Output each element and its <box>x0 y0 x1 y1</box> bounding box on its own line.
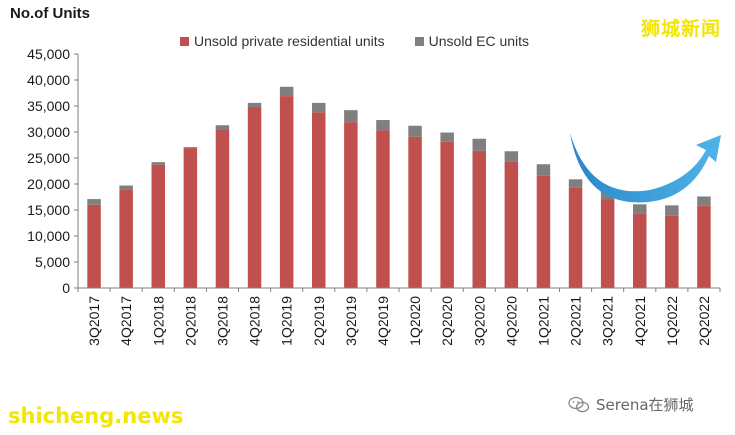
x-axis: 3Q2017 4Q2017 1Q2018 2Q2018 3Q2018 4Q2018 1Q20… <box>77 287 721 346</box>
bar-ec-units <box>247 102 262 108</box>
bars-group <box>87 86 711 289</box>
legend-label-ec: Unsold EC units <box>428 33 530 49</box>
x-tick-label: 1Q2021 <box>535 296 551 346</box>
bar-private-units <box>312 112 326 289</box>
x-tick-label: 3Q2018 <box>214 296 230 346</box>
x-tick-label: 4Q2018 <box>247 296 263 346</box>
x-tick-label: 1Q2022 <box>664 296 680 346</box>
legend-swatch-ec <box>414 36 424 46</box>
legend-item-ec: Unsold EC units <box>414 33 530 49</box>
x-tick-label: 1Q2020 <box>407 296 423 346</box>
y-tick-label: 10,000 <box>27 228 70 244</box>
wechat-attribution: Serena在狮城 <box>568 394 694 415</box>
bar-private-units <box>279 96 294 289</box>
x-tick-label: 3Q2017 <box>86 296 102 346</box>
bar-ec-units <box>151 162 165 165</box>
y-tick-label: 0 <box>62 280 70 296</box>
bar-ec-units <box>87 199 101 205</box>
bar-private-units <box>119 189 133 288</box>
x-tick-label: 2Q2022 <box>696 296 712 346</box>
y-tick-label: 25,000 <box>27 150 70 166</box>
bar-ec-units <box>279 86 294 97</box>
bar-ec-units <box>697 196 711 206</box>
bar-ec-units <box>215 125 230 130</box>
bar-private-units <box>247 107 262 288</box>
bar-private-units <box>472 150 486 288</box>
bar-private-units <box>408 136 422 288</box>
watermark-top-right: 狮城新闻 <box>640 18 721 40</box>
watermark-bottom-left: shicheng.news <box>8 404 184 428</box>
y-tick-label: 5,000 <box>35 254 70 270</box>
y-tick-label: 35,000 <box>27 98 70 114</box>
legend-label-private: Unsold private residential units <box>194 33 385 49</box>
bar-ec-units <box>408 125 422 137</box>
legend-swatch-private <box>180 36 189 46</box>
bar-private-units <box>440 141 454 288</box>
y-axis-title: No.of Units <box>10 5 90 22</box>
legend-item-private: Unsold private residential units <box>180 33 385 49</box>
x-tick-label: 3Q2020 <box>471 296 487 346</box>
x-tick-label: 4Q2020 <box>503 296 519 346</box>
bar-ec-units <box>504 151 519 162</box>
x-tick-label: 3Q2021 <box>600 296 616 346</box>
x-tick-label: 2Q2019 <box>311 296 327 346</box>
bar-ec-units <box>665 205 679 216</box>
bar-private-units <box>504 161 519 288</box>
bar-private-units <box>536 175 551 288</box>
chart-legend: Unsold private residential units Unsold … <box>180 33 559 49</box>
bar-ec-units <box>633 204 647 214</box>
y-tick-label: 45,000 <box>27 46 70 62</box>
bar-private-units <box>600 199 615 288</box>
y-tick-label: 40,000 <box>27 72 70 88</box>
bar-ec-units <box>312 102 326 113</box>
bar-private-units <box>568 187 583 288</box>
bar-ec-units <box>344 110 358 123</box>
bar-ec-units <box>119 185 133 190</box>
y-tick-label: 20,000 <box>27 176 70 192</box>
y-tick-label: 30,000 <box>27 124 70 140</box>
bar-ec-units <box>536 164 551 176</box>
wechat-icon <box>568 396 590 412</box>
y-tick-label: 15,000 <box>27 202 70 218</box>
rebound-arrow-icon <box>570 133 721 203</box>
bar-private-units <box>151 164 165 288</box>
x-tick-label: 4Q2021 <box>632 296 648 346</box>
bar-ec-units <box>568 179 583 188</box>
bar-private-units <box>183 148 198 288</box>
x-tick-label: 1Q2019 <box>279 296 295 346</box>
y-axis: 0 5,000 10,000 15,000 20,000 25,000 30,000 35,0… <box>27 46 79 296</box>
bar-private-units <box>87 204 101 288</box>
bar-private-units <box>215 129 230 288</box>
bar-ec-units <box>472 138 486 151</box>
bar-private-units <box>376 130 390 288</box>
bar-private-units <box>344 122 358 289</box>
bar-private-units <box>665 215 679 288</box>
x-tick-label: 2Q2021 <box>568 296 584 346</box>
bar-ec-units <box>376 120 390 131</box>
x-tick-label: 2Q2018 <box>182 296 198 346</box>
bar-private-units <box>633 213 647 288</box>
x-tick-label: 4Q2017 <box>118 296 134 346</box>
bar-private-units <box>697 205 711 288</box>
x-tick-label: 1Q2018 <box>150 296 166 346</box>
wechat-account-name: Serena在狮城 <box>596 396 694 414</box>
bar-ec-units <box>183 147 198 149</box>
x-tick-label: 3Q2019 <box>343 296 359 346</box>
bar-ec-units <box>440 132 454 142</box>
x-tick-label: 2Q2020 <box>439 296 455 346</box>
x-tick-label: 4Q2019 <box>375 296 391 346</box>
